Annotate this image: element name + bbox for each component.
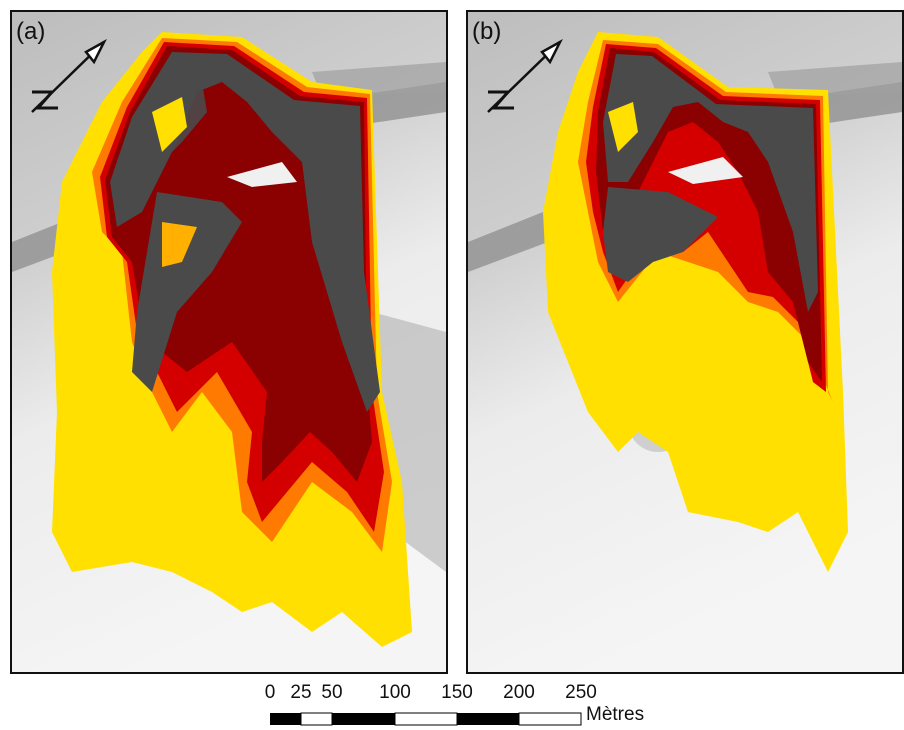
white-gap: [668, 157, 743, 184]
white-gap: [227, 162, 297, 187]
hillshade-map-b: [468, 12, 902, 672]
scale-tick-label: 100: [379, 682, 411, 703]
yellow-island: [152, 97, 187, 152]
yellow-island-2: [162, 222, 197, 267]
scale-tick-label: 50: [321, 682, 343, 703]
runout-high-zone-2: [603, 187, 718, 282]
scale-tick-label: 250: [565, 682, 597, 703]
runout-high-zone: [603, 54, 818, 312]
hillshade-map-a: [12, 12, 446, 672]
scale-tick-label: 150: [441, 682, 473, 703]
runout-high-zone-2: [132, 192, 242, 392]
north-arrow-icon: [487, 38, 563, 113]
river: [768, 62, 902, 97]
runout-high-zone: [110, 52, 380, 412]
north-arrow-icon: [31, 38, 107, 113]
yellow-island: [608, 102, 638, 152]
scale-tick-label: 0: [264, 682, 276, 703]
panel-label-b: (b): [472, 18, 502, 45]
scale-tick-label: 25: [290, 682, 312, 703]
map-panel-a: (a): [10, 10, 448, 674]
panel-label-a: (a): [16, 18, 46, 45]
scale-bar: 0 25 50 100 150 200 250 Mètres: [265, 682, 665, 730]
map-panel-b: (b): [466, 10, 904, 674]
scale-tick-label: 200: [503, 682, 535, 703]
scale-bar-segments: [270, 712, 582, 726]
scale-unit-label: Mètres: [586, 704, 645, 725]
